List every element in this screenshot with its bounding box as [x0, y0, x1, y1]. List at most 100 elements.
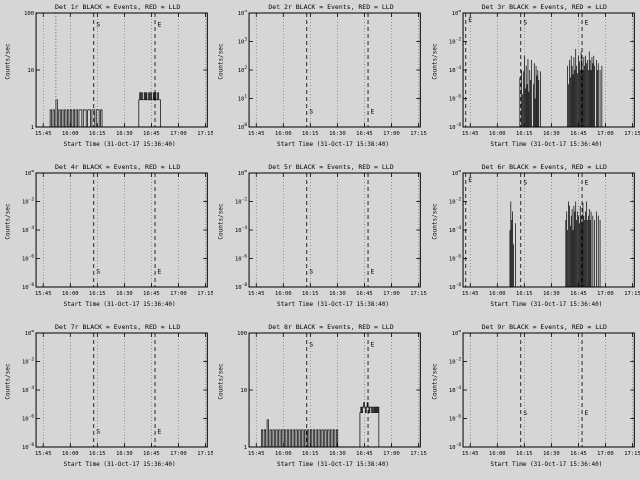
svg-text:16:15: 16:15	[302, 131, 319, 137]
svg-text:16:00: 16:00	[275, 131, 292, 137]
x-axis-label: Start Time (31-Oct-17 15:36:40)	[63, 301, 176, 308]
plot-area-det-6r: 15:45 16:00 16:15 16:30 16:45 17:00 17:15 100 10…	[449, 170, 640, 297]
svg-text:17:15: 17:15	[197, 451, 213, 457]
panel-det-9r: Det 9r BLACK = Events, RED = LLD Counts/…	[427, 320, 640, 480]
x-axis-label: Start Time (31-Oct-17 15:38:40)	[277, 141, 389, 148]
x-axis-label: Start Time (31-Oct-17 15:36:40)	[63, 461, 176, 468]
svg-text:S: S	[96, 21, 100, 29]
svg-text:102: 102	[238, 65, 248, 74]
svg-text:E: E	[468, 16, 472, 24]
plot-area-det-1r: 15:45 16:00 16:15 16:30 16:45 17:00 17:15 1 10 10…	[24, 11, 213, 137]
panel-det-3r: Det 3r BLACK = Events, RED = LLD Counts/…	[427, 0, 640, 160]
svg-text:17:00: 17:00	[170, 131, 187, 137]
svg-text:17:00: 17:00	[170, 451, 187, 457]
svg-text:16:45: 16:45	[570, 131, 587, 137]
panel-title: Det 3r BLACK = Events, RED = LLD	[481, 3, 607, 11]
plot-area-det-9r: 15:45 16:00 16:15 16:30 16:45 17:00 17:15 100 10…	[449, 330, 640, 457]
svg-text:104: 104	[238, 10, 248, 17]
panel-title: Det 9r BLACK = Events, RED = LLD	[481, 323, 607, 331]
panel-title: Det 1r BLACK = Events, RED = LLD	[55, 3, 181, 11]
svg-text:10-6: 10-6	[449, 414, 461, 423]
svg-text:S: S	[310, 107, 314, 115]
panel-det-5r: Det 5r BLACK = Events, RED = LLD Counts/…	[213, 160, 427, 320]
svg-text:1: 1	[31, 125, 34, 131]
svg-text:16:15: 16:15	[302, 291, 319, 297]
svg-text:17:15: 17:15	[197, 291, 213, 297]
plot-area-det-8r: 15:45 16:00 16:15 16:30 16:45 17:00 17:15 1 10 10…	[237, 331, 426, 457]
svg-text:10-6: 10-6	[449, 254, 461, 263]
svg-text:17:15: 17:15	[411, 291, 427, 297]
svg-text:17:00: 17:00	[597, 291, 614, 297]
svg-text:S: S	[96, 267, 100, 275]
svg-text:16:00: 16:00	[489, 131, 506, 137]
svg-text:S: S	[523, 18, 527, 26]
svg-text:16:30: 16:30	[329, 131, 346, 137]
svg-text:15:45: 15:45	[248, 291, 265, 297]
svg-text:S: S	[523, 409, 527, 417]
svg-text:10: 10	[241, 388, 248, 394]
plot-area-det-5r: 15:45 16:00 16:15 16:30 16:45 17:00 17:15 100 10…	[235, 170, 427, 297]
svg-text:16:00: 16:00	[62, 291, 79, 297]
svg-text:100: 100	[451, 170, 461, 177]
svg-text:17:15: 17:15	[624, 451, 640, 457]
svg-text:16:15: 16:15	[89, 291, 106, 297]
svg-text:16:30: 16:30	[116, 131, 133, 137]
svg-text:S: S	[310, 267, 314, 275]
svg-text:1: 1	[244, 445, 247, 451]
svg-text:10-6: 10-6	[449, 94, 461, 103]
plot-area-det-7r: 15:45 16:00 16:15 16:30 16:45 17:00 17:15 100 10…	[22, 330, 213, 457]
x-axis-label: Start Time (31-Oct-17 15:36:40)	[490, 461, 603, 468]
svg-text:100: 100	[238, 170, 248, 177]
svg-text:E: E	[371, 267, 375, 275]
svg-text:S: S	[523, 178, 527, 186]
svg-text:17:00: 17:00	[384, 291, 401, 297]
svg-text:16:30: 16:30	[329, 451, 346, 457]
svg-text:10-4: 10-4	[449, 65, 461, 74]
svg-text:17:15: 17:15	[197, 131, 213, 137]
svg-text:16:45: 16:45	[570, 451, 587, 457]
svg-text:15:45: 15:45	[248, 131, 265, 137]
svg-text:100: 100	[25, 330, 35, 337]
svg-text:17:00: 17:00	[384, 451, 401, 457]
svg-text:17:15: 17:15	[624, 291, 640, 297]
svg-text:16:00: 16:00	[62, 131, 79, 137]
svg-text:16:30: 16:30	[543, 291, 560, 297]
svg-text:E: E	[158, 267, 162, 275]
plot-area-det-4r: 15:45 16:00 16:15 16:30 16:45 17:00 17:15 100 10…	[22, 170, 213, 297]
svg-text:S: S	[96, 427, 100, 435]
svg-text:100: 100	[24, 11, 34, 17]
svg-text:10: 10	[27, 68, 34, 74]
svg-text:10-2: 10-2	[449, 197, 461, 206]
svg-text:103: 103	[238, 37, 248, 46]
svg-text:100: 100	[451, 10, 461, 17]
svg-text:16:00: 16:00	[275, 291, 292, 297]
svg-text:16:30: 16:30	[116, 291, 133, 297]
svg-text:E: E	[158, 21, 162, 29]
svg-text:17:00: 17:00	[597, 451, 614, 457]
svg-text:10-4: 10-4	[449, 385, 461, 394]
svg-text:16:15: 16:15	[89, 451, 106, 457]
svg-text:16:00: 16:00	[275, 451, 292, 457]
svg-text:E: E	[584, 409, 588, 417]
plot-area-det-2r: 15:45 16:00 16:15 16:30 16:45 17:00 17:15 100 10…	[238, 10, 427, 137]
svg-text:17:15: 17:15	[411, 131, 427, 137]
svg-text:16:45: 16:45	[356, 131, 373, 137]
svg-text:10-2: 10-2	[235, 197, 247, 206]
svg-text:16:00: 16:00	[489, 451, 506, 457]
svg-text:10-2: 10-2	[449, 357, 461, 366]
svg-text:10-4: 10-4	[22, 225, 34, 234]
svg-text:E: E	[584, 18, 588, 26]
svg-text:16:45: 16:45	[356, 451, 373, 457]
svg-text:16:45: 16:45	[143, 291, 160, 297]
svg-text:10-8: 10-8	[22, 282, 34, 291]
panel-title: Det 7r BLACK = Events, RED = LLD	[55, 323, 181, 331]
svg-text:16:45: 16:45	[143, 131, 160, 137]
svg-text:16:15: 16:15	[89, 131, 106, 137]
svg-text:10-8: 10-8	[449, 442, 461, 451]
svg-text:16:30: 16:30	[329, 291, 346, 297]
panel-det-1r: Det 1r BLACK = Events, RED = LLD Counts/…	[0, 0, 214, 160]
plot-area-det-3r: 15:45 16:00 16:15 16:30 16:45 17:00 17:15 100 10…	[449, 10, 640, 137]
x-axis-label: Start Time (31-Oct-17 15:38:40)	[277, 461, 389, 468]
svg-text:16:45: 16:45	[570, 291, 587, 297]
